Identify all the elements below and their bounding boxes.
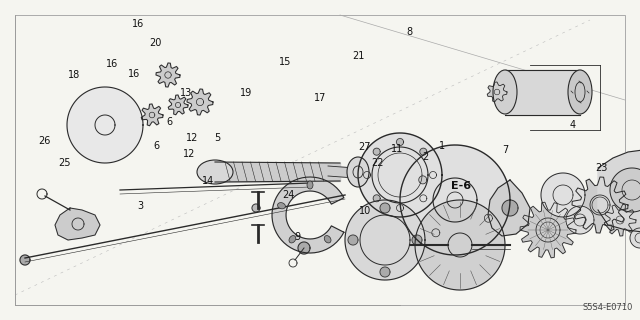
Polygon shape: [141, 104, 163, 126]
Polygon shape: [412, 235, 422, 245]
Polygon shape: [598, 150, 640, 234]
Polygon shape: [541, 173, 585, 217]
Polygon shape: [364, 172, 371, 179]
Text: 3: 3: [138, 201, 144, 212]
Polygon shape: [488, 180, 530, 236]
Text: 11: 11: [390, 144, 403, 154]
Text: 12: 12: [182, 148, 195, 159]
Text: 6: 6: [154, 140, 160, 151]
Ellipse shape: [347, 157, 369, 187]
Text: S5S4-E0710: S5S4-E0710: [583, 302, 633, 311]
Text: 9: 9: [294, 232, 301, 242]
Polygon shape: [520, 202, 576, 258]
Text: 26: 26: [38, 136, 51, 146]
Polygon shape: [168, 95, 188, 115]
Ellipse shape: [278, 203, 285, 209]
Ellipse shape: [568, 70, 592, 114]
Polygon shape: [419, 176, 427, 184]
Polygon shape: [252, 204, 260, 212]
Ellipse shape: [197, 160, 233, 184]
Polygon shape: [484, 214, 492, 222]
Polygon shape: [328, 166, 355, 178]
Text: 17: 17: [314, 92, 326, 103]
Polygon shape: [566, 206, 594, 234]
Text: 20: 20: [149, 38, 162, 48]
Polygon shape: [272, 177, 344, 253]
Polygon shape: [20, 255, 30, 265]
Text: 7: 7: [502, 145, 509, 156]
Polygon shape: [298, 242, 310, 254]
Text: 24: 24: [282, 190, 294, 200]
Polygon shape: [345, 200, 425, 280]
Text: 14: 14: [202, 176, 214, 186]
Text: 8: 8: [406, 27, 413, 37]
Text: 16: 16: [106, 59, 118, 69]
Polygon shape: [187, 89, 213, 115]
Text: 4: 4: [570, 120, 576, 130]
Text: 19: 19: [240, 88, 253, 98]
Polygon shape: [487, 82, 507, 102]
Polygon shape: [156, 63, 180, 87]
Polygon shape: [630, 228, 640, 248]
Polygon shape: [373, 195, 380, 202]
Polygon shape: [604, 204, 636, 236]
Text: 23: 23: [595, 163, 608, 173]
Ellipse shape: [289, 236, 296, 243]
Polygon shape: [400, 145, 510, 255]
Text: 13: 13: [179, 88, 192, 98]
Text: 1: 1: [438, 140, 445, 151]
Text: 16: 16: [128, 68, 141, 79]
Text: 18: 18: [67, 70, 80, 80]
Polygon shape: [397, 139, 403, 146]
Polygon shape: [397, 204, 403, 212]
Ellipse shape: [493, 70, 517, 114]
Polygon shape: [610, 168, 640, 212]
Polygon shape: [505, 70, 580, 115]
Polygon shape: [420, 148, 427, 155]
Polygon shape: [429, 172, 436, 179]
Polygon shape: [432, 229, 440, 237]
Text: 27: 27: [358, 142, 371, 152]
Polygon shape: [358, 133, 442, 217]
Polygon shape: [380, 267, 390, 277]
Text: 16: 16: [131, 19, 144, 29]
Polygon shape: [380, 203, 390, 213]
Text: 12: 12: [186, 132, 198, 143]
Ellipse shape: [307, 181, 313, 189]
Text: 6: 6: [166, 116, 173, 127]
Polygon shape: [536, 218, 560, 242]
Text: 5: 5: [214, 132, 221, 143]
Polygon shape: [415, 200, 505, 290]
Polygon shape: [67, 87, 143, 163]
Text: E-6: E-6: [451, 180, 471, 191]
Polygon shape: [348, 235, 358, 245]
Polygon shape: [55, 208, 100, 240]
Text: 15: 15: [278, 57, 291, 68]
Polygon shape: [373, 148, 380, 155]
Polygon shape: [502, 200, 518, 216]
Polygon shape: [420, 195, 427, 202]
Text: 25: 25: [58, 158, 70, 168]
Text: 22: 22: [371, 158, 384, 168]
Text: 10: 10: [358, 206, 371, 216]
Ellipse shape: [324, 236, 331, 243]
Polygon shape: [572, 177, 628, 233]
Text: 21: 21: [352, 51, 365, 61]
Text: 2: 2: [422, 152, 429, 162]
